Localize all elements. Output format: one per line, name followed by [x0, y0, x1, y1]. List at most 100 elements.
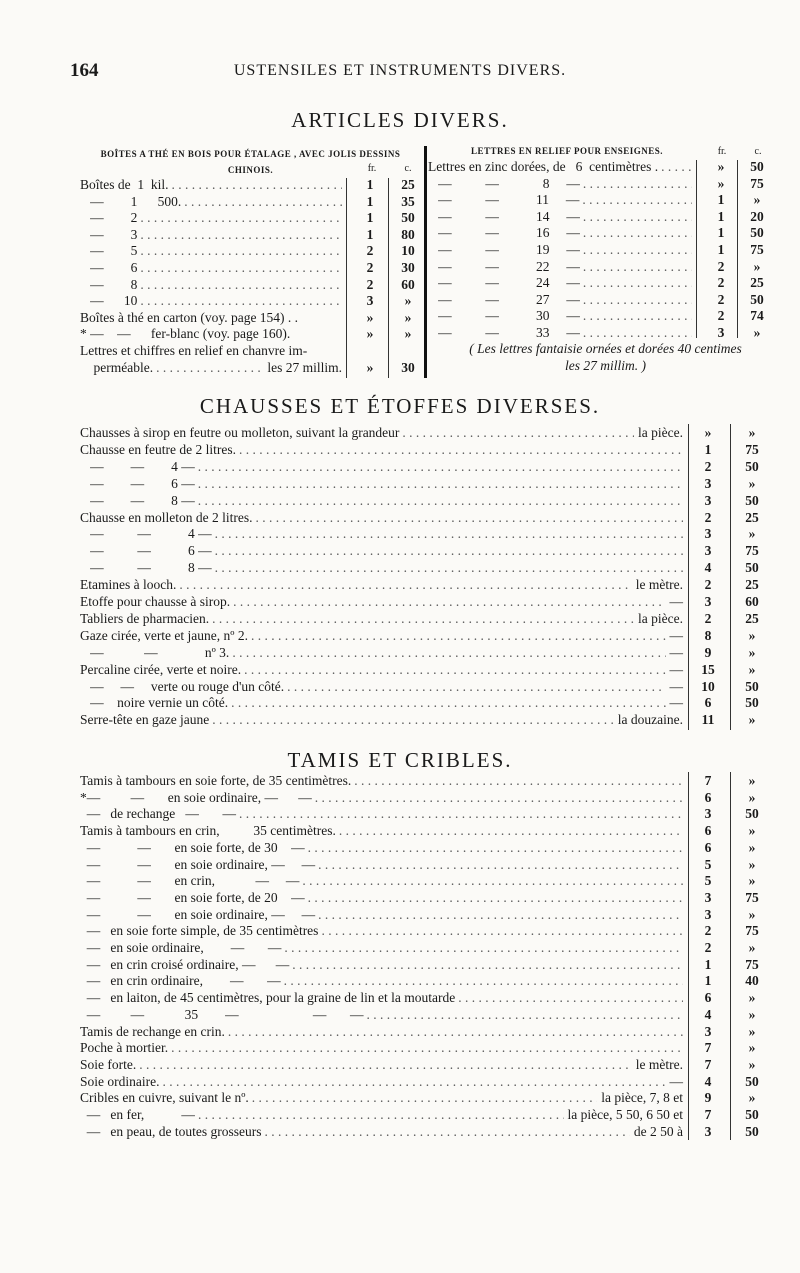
- list-row: Percaline cirée, verte et noire. —: [80, 661, 683, 678]
- price-francs: 2: [366, 243, 374, 259]
- item-label: Tamis à tambours en crin, 35 centimètres…: [80, 823, 336, 839]
- dot-leader: [281, 972, 683, 989]
- lettres-heading: LETTRES EN RELIEF POUR ENSEIGNES.: [471, 146, 663, 156]
- item-label: Etamines à looch.: [80, 577, 177, 593]
- item-label: Lettres en zinc dorées, de 6 centimètres…: [428, 159, 659, 174]
- item-label: Gaze cirée, verte et jaune, nº 2.: [80, 627, 248, 643]
- price-francs: 2: [704, 940, 712, 955]
- item-label: — en soie forte simple, de 35 centimètre…: [80, 923, 319, 939]
- item-label: — en laiton, de 45 centimètres, pour la …: [80, 990, 456, 1006]
- price-francs: 15: [701, 661, 715, 677]
- price-francs: 1: [704, 441, 712, 457]
- list-row: — 2: [80, 209, 342, 226]
- price-francs: 7: [704, 1056, 712, 1072]
- column-rule: [730, 424, 731, 730]
- price-centimes: 50: [745, 1107, 759, 1122]
- list-row: Poche à mortier.: [80, 1039, 683, 1056]
- price-centimes: »: [753, 325, 761, 340]
- dot-leader: [137, 259, 342, 276]
- price-francs: 8: [704, 627, 712, 643]
- lettres-note: ( Les lettres fantaisie ornées et dorées…: [428, 340, 783, 374]
- price-centimes: »: [748, 990, 756, 1006]
- dot-leader: [137, 242, 342, 259]
- price-centimes: »: [753, 192, 761, 208]
- dot-leader: [351, 772, 683, 789]
- dot-leader: [305, 839, 683, 856]
- price-centimes: »: [748, 940, 756, 955]
- list-row: Soie forte. le mètre.: [80, 1056, 683, 1073]
- column-rule: [737, 160, 738, 338]
- dot-leader: [169, 176, 343, 193]
- list-row: — noire vernie un côté. —: [80, 694, 683, 711]
- price-centimes: 30: [401, 260, 415, 275]
- item-label: — noire vernie un côté.: [80, 695, 229, 711]
- unit-label: —: [669, 678, 684, 694]
- item-label: — — 19 —: [428, 242, 580, 257]
- item-label: — — 6 —: [80, 475, 195, 491]
- price-centimes: 25: [401, 177, 415, 192]
- item-label: — — 24 —: [428, 275, 580, 291]
- price-centimes: »: [748, 475, 756, 491]
- column-rule: [346, 178, 347, 378]
- unit-label: les 27 millim.: [267, 359, 342, 375]
- list-row: *— — en soie ordinaire, — —: [80, 789, 683, 806]
- list-row: * — — fer-blanc (voy. page 160).: [80, 325, 342, 342]
- list-row: — — en soie ordinaire, — —: [80, 856, 683, 873]
- price-francs: 2: [704, 577, 712, 593]
- price-francs: 4: [704, 1006, 712, 1022]
- item-label: Cribles en cuivre, suivant le nº.: [80, 1090, 249, 1106]
- price-centimes: »: [748, 1056, 756, 1072]
- price-centimes: »: [748, 526, 756, 542]
- price-centimes: »: [753, 258, 761, 274]
- note-line: les 27 millim. ): [565, 358, 646, 373]
- column-rule: [688, 424, 689, 730]
- dot-leader: [181, 193, 342, 210]
- price-centimes: 75: [745, 923, 759, 939]
- dot-leader: [228, 694, 665, 711]
- column-rule: [688, 772, 689, 1140]
- dot-leader: [658, 158, 692, 175]
- price-centimes: »: [748, 1040, 756, 1056]
- price-centimes: »: [748, 661, 756, 677]
- dot-leader: [168, 1039, 683, 1056]
- item-label: — — 4 —: [80, 526, 212, 542]
- list-row: — 5: [80, 242, 342, 259]
- dot-leader: [241, 661, 665, 678]
- dot-leader: [580, 258, 692, 275]
- price-francs: 6: [704, 990, 712, 1006]
- price-francs: 3: [704, 1123, 712, 1139]
- unit-label: la pièce.: [638, 425, 683, 440]
- list-row: — en crin ordinaire, — —: [80, 972, 683, 989]
- price-francs: 2: [717, 308, 725, 324]
- dot-leader: [580, 241, 692, 258]
- item-label: — — 22 —: [428, 258, 580, 274]
- price-centimes: 30: [401, 359, 415, 375]
- item-label: perméable.: [80, 359, 154, 375]
- list-row: Soie ordinaire. —: [80, 1073, 683, 1090]
- list-row: — — 11 —: [428, 191, 692, 208]
- item-label: — — 8 —: [80, 492, 195, 508]
- item-label: Poche à mortier.: [80, 1040, 169, 1056]
- list-row: Tamis à tambours en soie forte, de 35 ce…: [80, 772, 683, 789]
- item-label: — — 4 —: [80, 458, 195, 474]
- item-label: — — 16 —: [428, 225, 580, 241]
- price-centimes: 25: [750, 275, 764, 291]
- item-label: Chausse en feutre de 2 litres.: [80, 441, 236, 457]
- dot-leader: [315, 906, 683, 923]
- unit-label: —: [669, 627, 684, 643]
- price-centimes: 35: [401, 193, 415, 209]
- dot-leader: [312, 789, 683, 806]
- item-label: — — 14 —: [428, 208, 580, 224]
- column-rule: [696, 160, 697, 338]
- item-label: — — 33 —: [428, 325, 580, 340]
- price-centimes: »: [748, 627, 756, 643]
- dot-leader: [580, 274, 692, 291]
- item-label: — — 11 —: [428, 192, 580, 208]
- list-row: — — 27 —: [428, 291, 692, 308]
- dot-leader: [455, 989, 683, 1006]
- dot-leader: [580, 291, 692, 308]
- item-label: — 10: [80, 293, 138, 309]
- price-francs: 6: [704, 789, 712, 805]
- item-label: — de rechange — —: [80, 806, 236, 822]
- item-label: Etoffe pour chausse à sirop.: [80, 594, 231, 609]
